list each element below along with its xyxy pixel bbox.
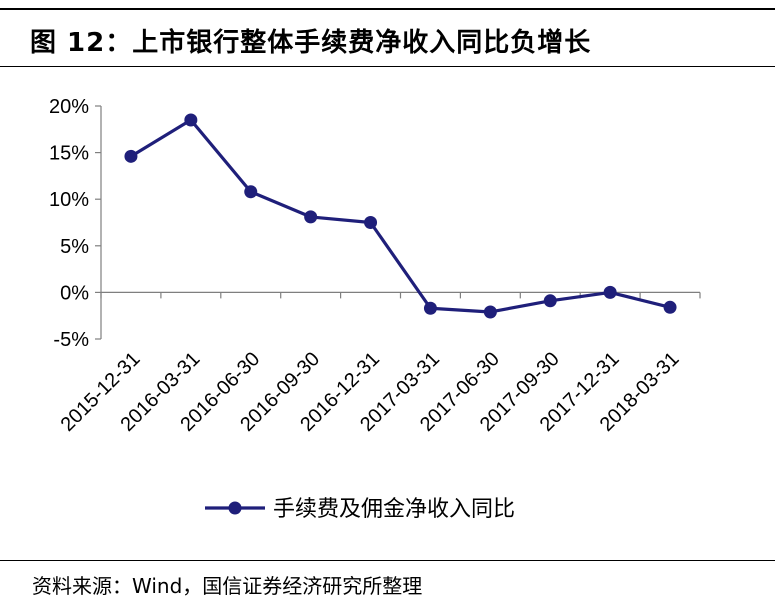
y-tick-label: 0%	[60, 282, 89, 304]
series	[124, 113, 677, 319]
data-point	[124, 149, 138, 163]
data-point	[364, 216, 378, 229]
data-point	[423, 301, 437, 315]
x-axis: 2015-12-312016-03-312016-06-302016-09-30…	[57, 291, 701, 436]
data-point	[663, 300, 677, 314]
legend: 手续费及佣金净收入同比	[205, 496, 515, 521]
figure-header: 图 12：上市银行整体手续费净收入同比负增长	[0, 0, 775, 68]
y-tick-label: 5%	[60, 236, 89, 258]
y-tick-label: 10%	[49, 189, 89, 211]
y-tick-label: -5%	[53, 329, 89, 351]
series-line	[130, 118, 671, 314]
data-point	[483, 305, 497, 319]
source-note: 资料来源：Wind，国信证券经济研究所整理	[32, 574, 423, 598]
data-point	[304, 210, 318, 224]
header-top-rule	[0, 8, 775, 10]
line-chart: 20% 15% 10% 5% 0% -5% 2015-12-312016-03-31201…	[49, 96, 701, 521]
data-point	[244, 185, 258, 199]
y-tick-label: 20%	[49, 96, 89, 118]
legend-label: 手续费及佣金净收入同比	[273, 496, 515, 521]
figure-title: 图 12：上市银行整体手续费净收入同比负增长	[30, 28, 592, 58]
data-point	[184, 113, 198, 127]
chart-area: 20% 15% 10% 5% 0% -5% 2015-12-31 2016-03-31 201…	[0, 68, 775, 548]
y-axis: 20% 15% 10% 5% 0% -5%	[49, 96, 102, 351]
y-tick-label: 15%	[49, 143, 89, 165]
legend-swatch-marker	[228, 501, 242, 515]
data-point	[603, 285, 617, 299]
footer-rule	[0, 560, 775, 561]
data-point	[543, 294, 557, 308]
header-bottom-rule	[0, 66, 775, 67]
